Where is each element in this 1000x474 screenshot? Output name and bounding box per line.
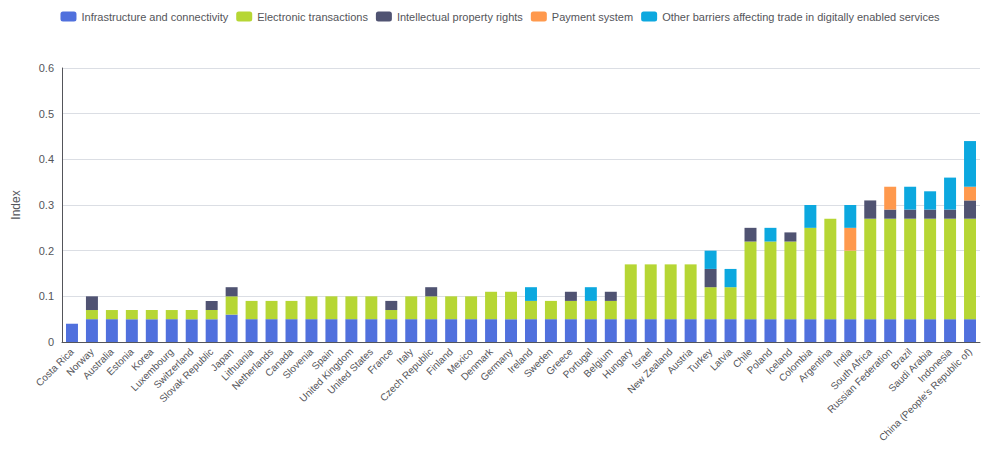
- svg-text:Germany: Germany: [478, 346, 515, 383]
- svg-text:Estonia: Estonia: [104, 346, 136, 378]
- svg-text:0: 0: [48, 336, 54, 348]
- svg-text:Hungary: Hungary: [600, 346, 635, 381]
- svg-text:Saudi Arabia: Saudi Arabia: [886, 346, 934, 394]
- svg-text:Spain: Spain: [309, 346, 336, 372]
- svg-text:Denmark: Denmark: [458, 346, 495, 383]
- svg-text:Intellectual property rights: Intellectual property rights: [397, 11, 523, 23]
- svg-text:Belgium: Belgium: [581, 346, 615, 380]
- svg-text:Poland: Poland: [744, 346, 775, 376]
- svg-text:Ireland: Ireland: [505, 346, 535, 376]
- svg-text:Sweden: Sweden: [521, 346, 555, 380]
- svg-text:Austria: Austria: [664, 346, 695, 376]
- svg-text:Infrastructure and connectivit: Infrastructure and connectivity: [81, 11, 228, 23]
- svg-text:Australia: Australia: [80, 346, 116, 382]
- svg-text:Brazil: Brazil: [888, 346, 914, 372]
- svg-text:Korea: Korea: [129, 346, 156, 373]
- svg-text:Greece: Greece: [543, 346, 575, 377]
- svg-text:Russian Federation: Russian Federation: [825, 346, 894, 415]
- svg-text:Argentina: Argentina: [796, 346, 834, 384]
- svg-text:Colombia: Colombia: [776, 346, 815, 384]
- svg-text:Portugal: Portugal: [560, 346, 595, 381]
- svg-text:Payment system: Payment system: [552, 11, 633, 23]
- svg-text:Israel: Israel: [629, 346, 655, 372]
- svg-text:Switzerland: Switzerland: [151, 346, 196, 391]
- svg-text:United States: United States: [325, 346, 376, 397]
- svg-text:Finland: Finland: [424, 346, 455, 377]
- svg-text:India: India: [831, 346, 855, 370]
- svg-text:Japan: Japan: [208, 346, 236, 374]
- svg-text:Czech Republic: Czech Republic: [378, 346, 435, 403]
- svg-text:New Zealand: New Zealand: [625, 346, 675, 396]
- svg-text:Electronic transactions: Electronic transactions: [257, 11, 368, 23]
- svg-text:Costa Rica: Costa Rica: [33, 346, 76, 389]
- svg-text:0.4: 0.4: [39, 153, 54, 165]
- svg-text:France: France: [365, 346, 395, 376]
- svg-text:Slovenia: Slovenia: [280, 346, 316, 381]
- svg-text:Norway: Norway: [64, 346, 96, 378]
- svg-text:Index: Index: [9, 190, 23, 219]
- svg-text:Luxembourg: Luxembourg: [128, 346, 176, 394]
- svg-text:Lithuania: Lithuania: [219, 346, 256, 383]
- svg-text:South Africa: South Africa: [828, 346, 875, 392]
- svg-text:Other barriers affecting trade: Other barriers affecting trade in digita…: [662, 11, 940, 23]
- svg-text:Mexico: Mexico: [444, 346, 475, 377]
- svg-text:Indonesia: Indonesia: [915, 346, 954, 385]
- svg-text:0.1: 0.1: [39, 290, 54, 302]
- svg-text:Italy: Italy: [394, 346, 416, 367]
- svg-text:Chile: Chile: [730, 346, 755, 370]
- svg-text:Canada: Canada: [262, 346, 296, 379]
- svg-text:Iceland: Iceland: [763, 346, 795, 377]
- svg-text:Slovak Republic: Slovak Republic: [157, 346, 215, 404]
- svg-text:0.3: 0.3: [39, 199, 54, 211]
- svg-text:0.6: 0.6: [39, 62, 54, 74]
- svg-text:Latvia: Latvia: [708, 346, 735, 373]
- svg-text:0.5: 0.5: [39, 108, 54, 120]
- svg-text:Turkey: Turkey: [685, 346, 714, 375]
- svg-text:China (People's Republic of): China (People's Republic of): [877, 346, 974, 443]
- svg-text:United Kingdom: United Kingdom: [297, 346, 356, 405]
- svg-text:Netherlands: Netherlands: [229, 346, 276, 392]
- svg-text:0.2: 0.2: [39, 245, 54, 257]
